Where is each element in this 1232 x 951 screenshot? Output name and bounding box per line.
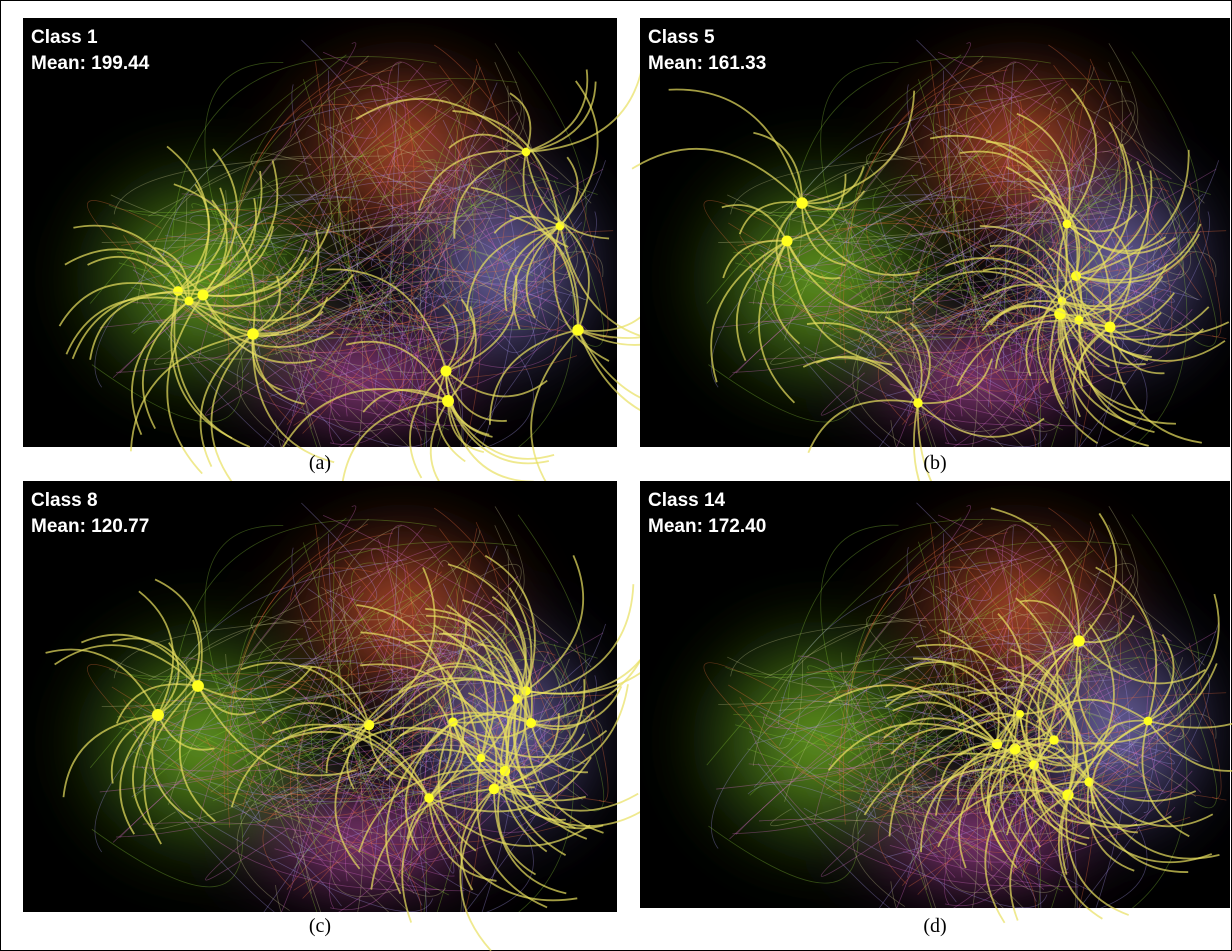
highlight-node <box>173 286 183 296</box>
highlight-node <box>152 709 164 721</box>
panel-subtitle: Mean: 161.33 <box>648 53 766 74</box>
network-image <box>640 18 1232 500</box>
panel-caption: (b) <box>923 452 946 474</box>
panel-title: Class 8 <box>31 490 98 511</box>
panel-subtitle: Mean: 172.40 <box>648 516 766 537</box>
highlight-node <box>442 395 454 407</box>
panel: Class 14 Mean: 172.40 <box>640 481 1232 951</box>
panel-caption: (d) <box>923 915 946 937</box>
panel-caption: (c) <box>309 915 331 937</box>
highlight-node <box>781 235 792 246</box>
highlight-node <box>184 296 193 305</box>
panel-subtitle: Mean: 199.44 <box>31 53 150 74</box>
highlight-node <box>796 197 808 209</box>
highlight-node <box>364 720 374 730</box>
highlight-node <box>1049 735 1059 745</box>
highlight-node <box>1075 316 1084 325</box>
highlight-node <box>1073 635 1085 647</box>
highlight-node <box>1144 717 1153 726</box>
figure: Class 1 Mean: 199.44 (a) Class 5 Mean: 161.3… <box>0 0 1232 951</box>
highlight-node <box>526 718 536 728</box>
highlight-node <box>913 398 922 407</box>
highlight-node <box>192 680 204 692</box>
highlight-node <box>424 793 434 803</box>
highlight-node <box>247 328 259 340</box>
highlight-node <box>1063 220 1072 229</box>
network-image <box>640 481 1232 951</box>
highlight-node <box>572 324 583 335</box>
panel-subtitle: Mean: 120.77 <box>31 516 149 537</box>
panel-title: Class 1 <box>31 27 98 48</box>
panel-title: Class 5 <box>648 27 715 48</box>
highlight-node <box>1105 322 1116 333</box>
panel: Class 1 Mean: 199.44 <box>23 18 717 500</box>
panel: Class 8 Mean: 120.77 <box>23 481 687 951</box>
highlight-node <box>489 784 499 794</box>
panel-title: Class 14 <box>648 490 726 511</box>
highlight-node <box>197 289 208 300</box>
panel-caption: (a) <box>309 452 331 474</box>
highlight-node <box>440 365 451 376</box>
